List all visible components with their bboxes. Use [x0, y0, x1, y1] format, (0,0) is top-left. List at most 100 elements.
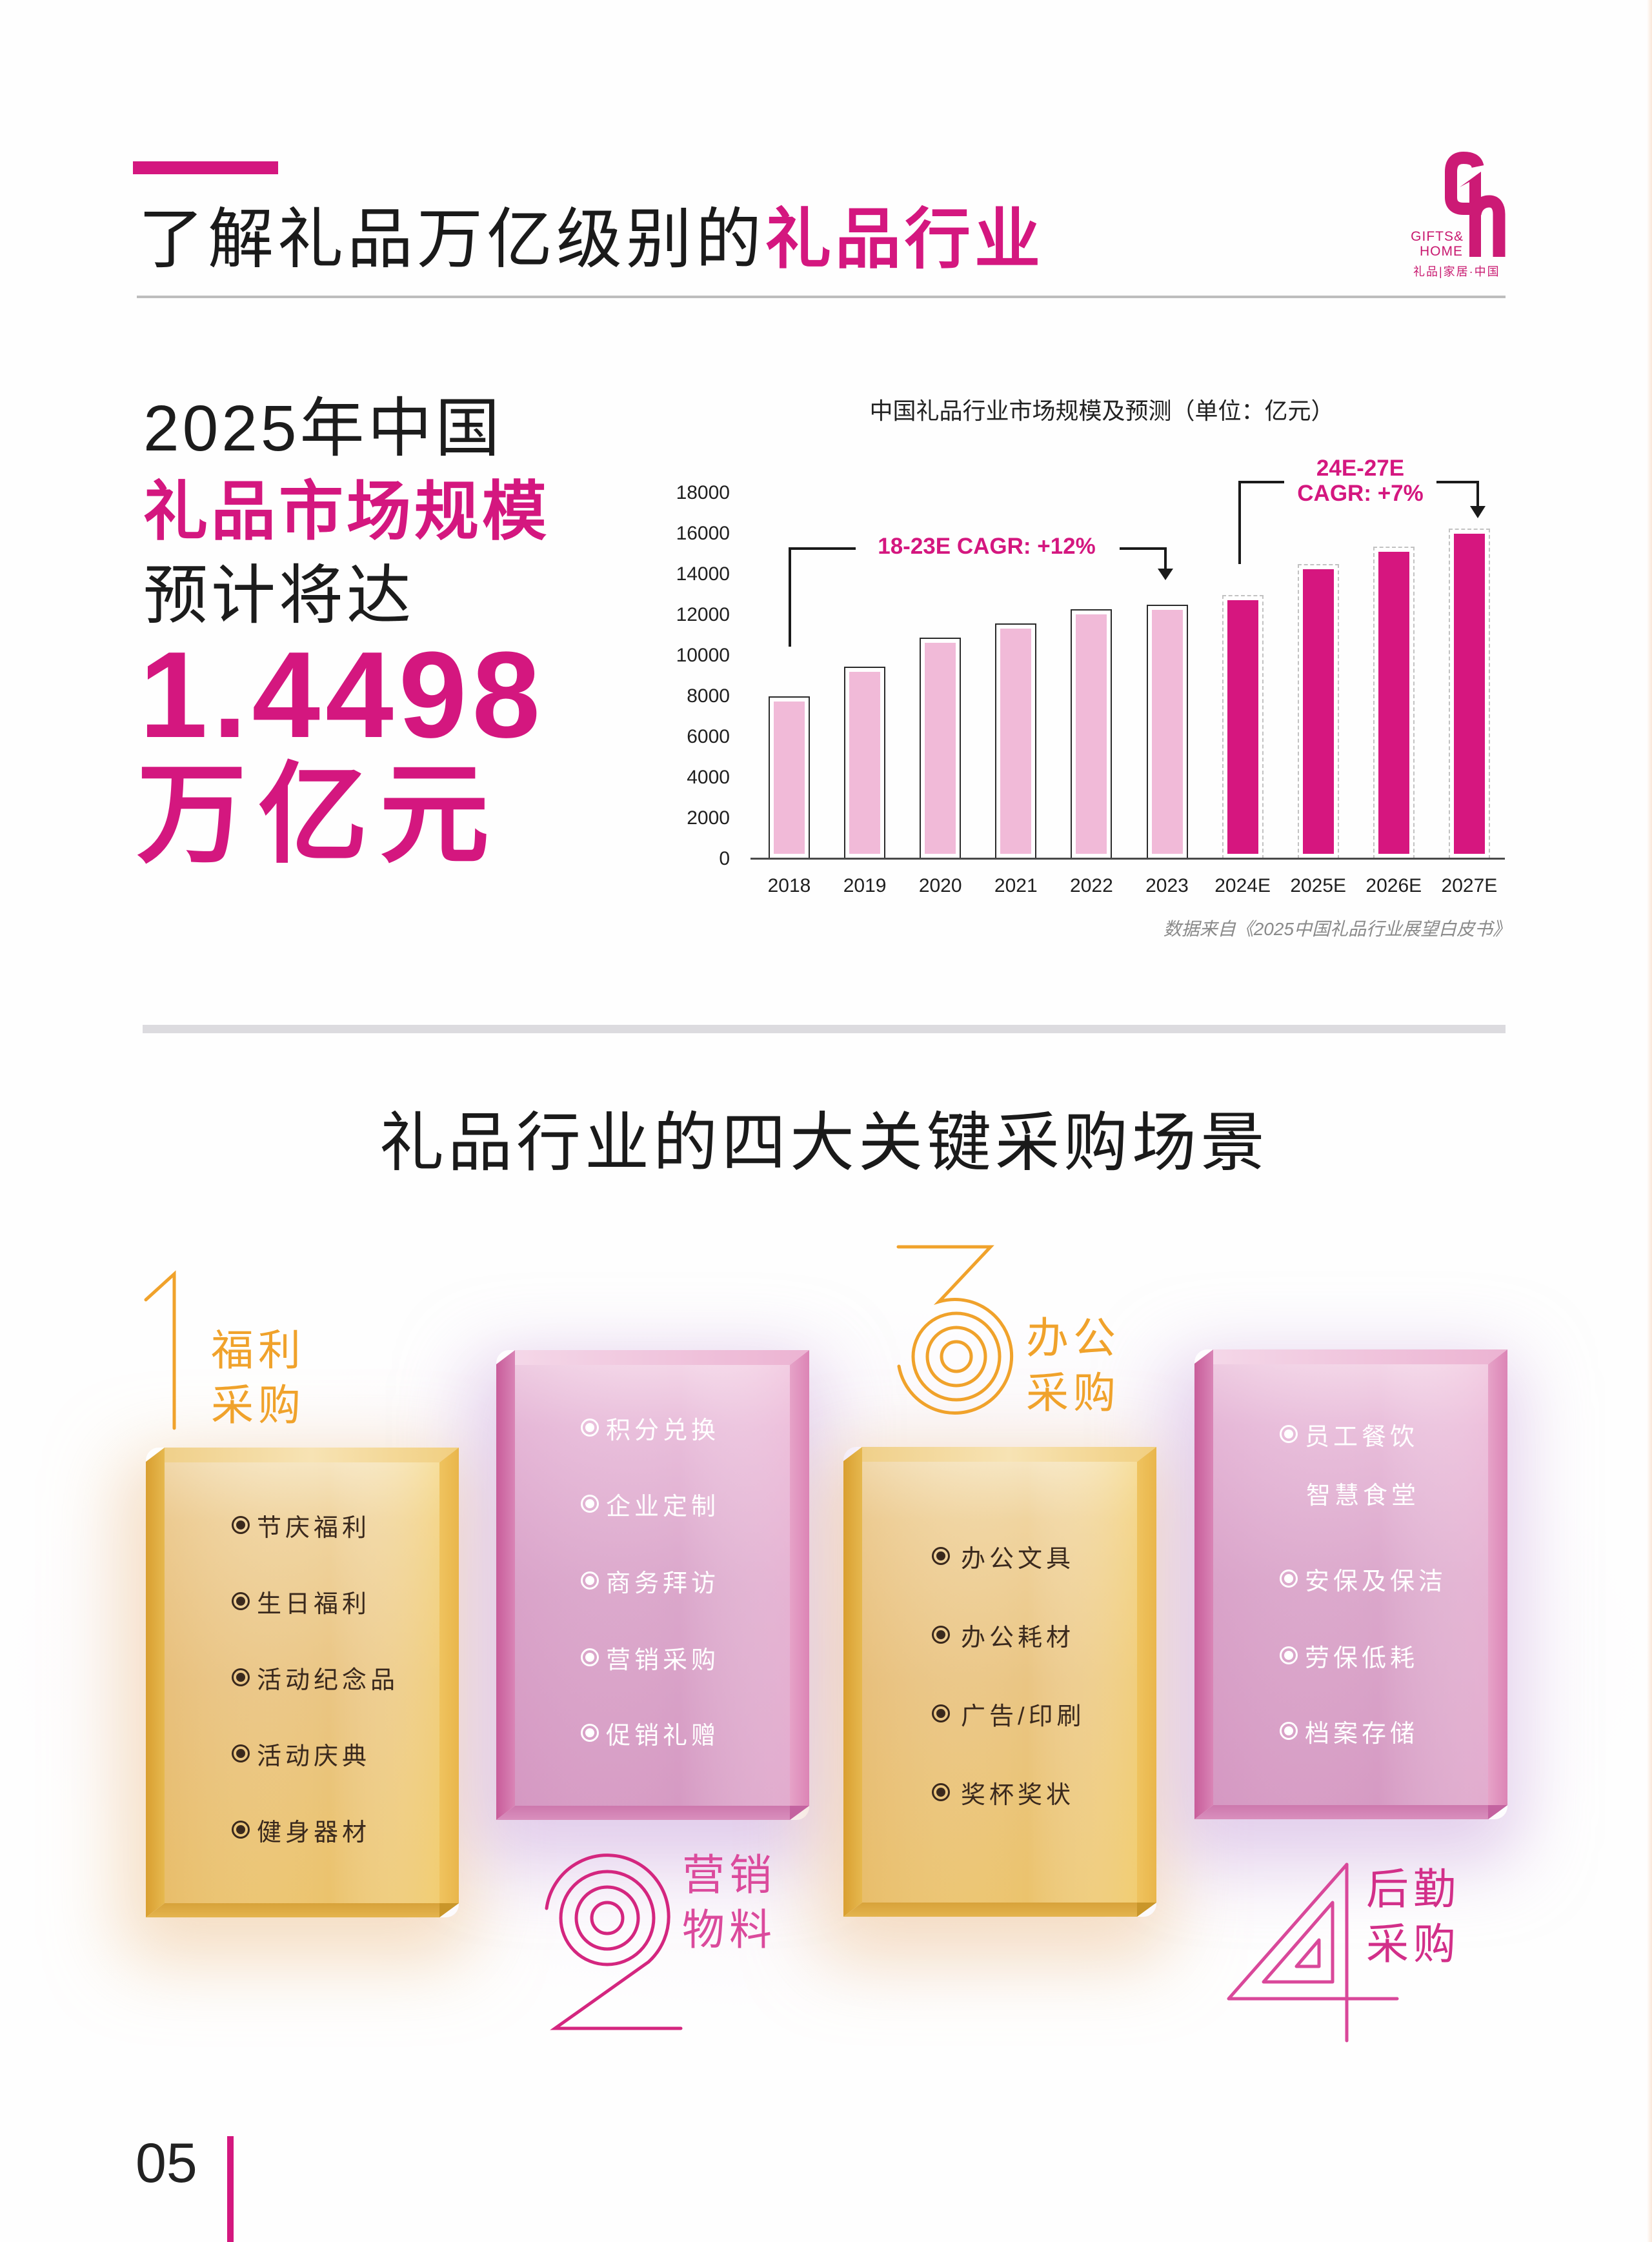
chart-bar-fill — [1151, 610, 1183, 854]
chart-bar-fill — [774, 702, 805, 854]
radio-bullet-icon — [932, 1783, 950, 1801]
chart-source-note: 数据来自《2025中国礼品行业展望白皮书》 — [1163, 919, 1511, 939]
section-divider — [143, 1025, 1506, 1033]
x-tick-label: 2025E — [1290, 875, 1347, 896]
list-item-label: 安保及保洁 — [1305, 1568, 1447, 1595]
list-item-continuation: 智慧食堂 — [1306, 1479, 1420, 1510]
scenario-2-title-line1: 营销 — [682, 1851, 776, 1899]
cagr-annotation-2024-2027-rate: CAGR: +7% — [1297, 481, 1424, 506]
list-item: 劳保低耗 — [1280, 1641, 1419, 1672]
radio-bullet-icon — [581, 1495, 599, 1513]
list-item-label: 促销礼赠 — [606, 1722, 720, 1750]
y-tick-label: 16000 — [676, 523, 730, 544]
list-item: 奖杯奖状 — [932, 1778, 1074, 1809]
hero-line-3: 预计将达 — [143, 560, 414, 632]
list-item-label: 办公耗材 — [961, 1624, 1075, 1651]
x-tick-label: 2019 — [843, 875, 887, 896]
x-axis-line — [750, 858, 1505, 860]
page-title-highlight: 礼品行业 — [765, 203, 1044, 276]
radio-bullet-icon — [1280, 1425, 1298, 1443]
page-number: 05 — [136, 2132, 197, 2194]
card-bevel-frame — [146, 1448, 459, 1917]
list-item-label: 劳保低耗 — [1305, 1644, 1419, 1672]
radio-bullet-icon — [932, 1704, 950, 1722]
y-tick-label: 8000 — [687, 685, 730, 707]
page-edge-shadow — [1647, 0, 1652, 2242]
scenario-card-marketing: 积分兑换 企业定制 商务拜访 营销采购 促销礼赠 — [496, 1350, 809, 1820]
y-tick-label: 18000 — [676, 482, 730, 503]
list-item-label: 商务拜访 — [606, 1570, 720, 1597]
page-number-accent-bar — [227, 2136, 234, 2242]
list-item-label: 企业定制 — [606, 1493, 720, 1520]
list-item-label: 活动庆典 — [257, 1742, 371, 1770]
radio-bullet-icon — [581, 1419, 599, 1437]
list-item-label: 档案存储 — [1305, 1720, 1419, 1748]
section-title: 礼品行业的四大关键采购场景 — [379, 1107, 1269, 1179]
y-tick-label: 14000 — [676, 563, 730, 585]
x-tick-label: 2022 — [1070, 875, 1113, 896]
radio-bullet-icon — [232, 1592, 250, 1610]
list-item-label: 智慧食堂 — [1306, 1482, 1420, 1510]
title-accent-bar — [133, 161, 278, 174]
logo-tagline: 礼品|家居·中国 — [1413, 265, 1500, 278]
scenario-2-title: 营销 物料 — [682, 1848, 776, 1957]
list-item-label: 积分兑换 — [606, 1417, 720, 1444]
x-tick-label: 2024E — [1214, 875, 1271, 896]
scenario-1-title: 福利 采购 — [211, 1323, 305, 1433]
hero-value: 1.4498 — [139, 627, 546, 763]
radio-bullet-icon — [1280, 1722, 1298, 1740]
scenario-card-welfare: 节庆福利 生日福利 活动纪念品 活动庆典 健身器材 — [146, 1448, 459, 1917]
list-item: 活动纪念品 — [232, 1663, 399, 1694]
list-item-label: 广告/印刷 — [961, 1702, 1085, 1730]
cagr-annotation-2018-2023: 18-23E CAGR: +12% — [878, 534, 1096, 559]
radio-bullet-icon — [1280, 1646, 1298, 1664]
scenario-3-title-line2: 采购 — [1026, 1369, 1120, 1417]
scenario-1-title-line1: 福利 — [211, 1326, 305, 1374]
list-item-label: 生日福利 — [257, 1590, 371, 1618]
list-item-label: 办公文具 — [961, 1545, 1075, 1573]
page-title-regular: 了解礼品万亿级别的 — [138, 203, 765, 276]
list-item: 节庆福利 — [232, 1511, 370, 1542]
x-tick-label: 2018 — [767, 875, 811, 896]
y-tick-label: 4000 — [687, 767, 730, 788]
list-item: 积分兑换 — [581, 1413, 720, 1444]
list-item: 安保及保洁 — [1280, 1564, 1447, 1595]
radio-bullet-icon — [581, 1724, 599, 1742]
list-item: 企业定制 — [581, 1490, 720, 1520]
radio-bullet-icon — [232, 1668, 250, 1686]
chart-bar-fill — [1302, 569, 1334, 854]
scenario-1-title-line2: 采购 — [211, 1381, 305, 1429]
chart-bar-fill — [1378, 552, 1409, 854]
title-divider — [137, 296, 1506, 298]
y-tick-label: 10000 — [676, 645, 730, 666]
radio-bullet-icon — [581, 1648, 599, 1666]
list-item: 办公耗材 — [932, 1621, 1074, 1651]
list-item-label: 营销采购 — [606, 1646, 720, 1674]
radio-bullet-icon — [232, 1821, 250, 1839]
scenario-card-office: 办公文具 办公耗材 广告/印刷 奖杯奖状 — [843, 1447, 1156, 1917]
page-title: 了解礼品万亿级别的礼品行业 — [138, 201, 1044, 278]
radio-bullet-icon — [932, 1547, 950, 1565]
y-tick-label: 6000 — [687, 726, 730, 747]
scenario-4-title-line2: 采购 — [1366, 1920, 1460, 1968]
radio-bullet-icon — [932, 1626, 950, 1644]
list-item: 促销礼赠 — [581, 1719, 720, 1750]
radio-bullet-icon — [581, 1571, 599, 1590]
list-item: 活动庆典 — [232, 1739, 370, 1770]
list-item: 生日福利 — [232, 1587, 370, 1618]
cagr-annotation-2024-2027-range: 24E-27E — [1316, 456, 1405, 481]
scenario-4-title: 后勤 采购 — [1366, 1862, 1460, 1972]
scenario-2-title-line2: 物料 — [682, 1906, 776, 1954]
x-tick-label: 2020 — [918, 875, 962, 896]
list-item: 办公文具 — [932, 1542, 1074, 1573]
list-item: 健身器材 — [232, 1815, 370, 1846]
list-item: 档案存储 — [1280, 1717, 1418, 1748]
chart-bar-fill — [849, 672, 881, 854]
chart-bar-fill — [925, 642, 956, 854]
radio-bullet-icon — [1280, 1570, 1298, 1588]
logo-wordmark-line1: GIFTS& — [1411, 229, 1464, 244]
scenario-3-title: 办公 采购 — [1026, 1311, 1120, 1420]
y-tick-label: 12000 — [676, 604, 730, 625]
radio-bullet-icon — [232, 1516, 250, 1534]
